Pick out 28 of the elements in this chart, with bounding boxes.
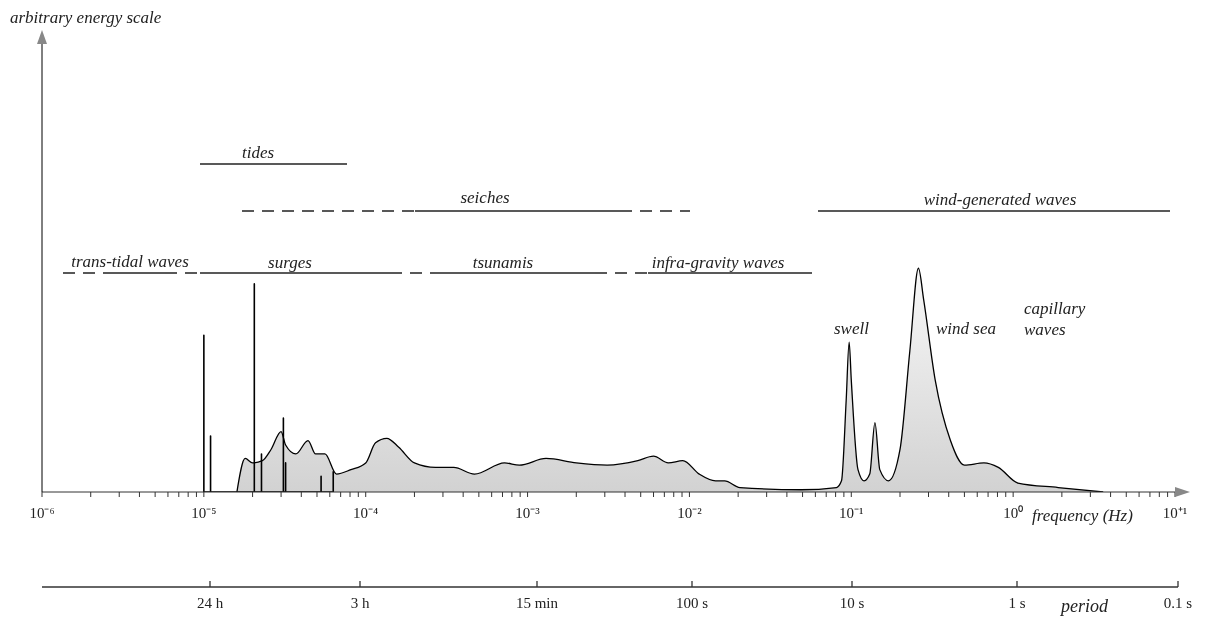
x-tick-label: 10⁻³ bbox=[515, 504, 541, 521]
annotation: swell bbox=[834, 319, 869, 339]
text: 10 s bbox=[839, 594, 865, 612]
x-tick-label: 10⁰ bbox=[1003, 504, 1024, 521]
annotation: wind sea bbox=[936, 319, 996, 339]
x-tick-label: 10⁺¹ bbox=[1162, 504, 1188, 521]
text: 3 h bbox=[350, 594, 370, 612]
text: 0.1 s bbox=[1163, 594, 1193, 612]
text: tides bbox=[241, 143, 275, 163]
text: arbitrary energy scale bbox=[10, 8, 162, 28]
annotation: infra-gravity waves bbox=[651, 253, 785, 273]
text: seiches bbox=[460, 188, 510, 208]
x-tick-label: 10⁻⁶ bbox=[29, 504, 55, 521]
text: 1 s bbox=[1008, 594, 1026, 612]
x-tick-label: 10⁻⁴ bbox=[353, 504, 379, 521]
x-tick-label: 10⁻¹ bbox=[839, 504, 864, 521]
annotation: capillary waves bbox=[1024, 298, 1087, 340]
text: 24 h bbox=[196, 594, 224, 612]
annotation: trans-tidal waves bbox=[71, 252, 189, 272]
x-tick-label: 10⁻² bbox=[677, 504, 703, 521]
x-axis-title: frequency (Hz) bbox=[1032, 506, 1133, 526]
text: period bbox=[1061, 596, 1108, 617]
text: wind-generated waves bbox=[923, 190, 1077, 210]
annotation: surges bbox=[268, 253, 312, 273]
annotation: tsunamis bbox=[472, 253, 534, 273]
x-tick-label: 10⁻⁵ bbox=[191, 504, 217, 521]
text: 100 s bbox=[675, 594, 709, 612]
text: 15 min bbox=[515, 594, 559, 612]
